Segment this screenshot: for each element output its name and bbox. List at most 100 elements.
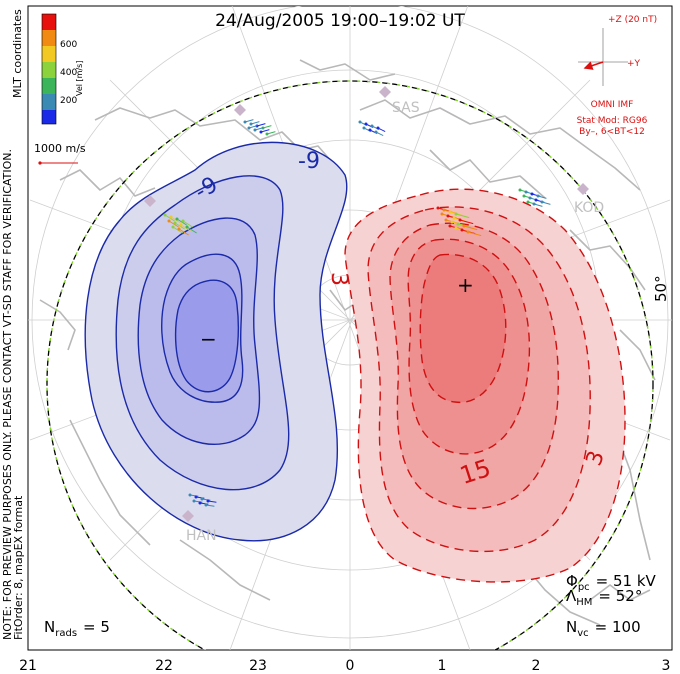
velocity-vector-origin bbox=[194, 495, 198, 499]
velocity-vector-origin bbox=[452, 216, 456, 220]
coordinate-system-label: MLT coordinates bbox=[11, 9, 24, 98]
velocity-vector-origin bbox=[200, 497, 204, 501]
velocity-vector-origin bbox=[198, 501, 202, 505]
velocity-vector-origin bbox=[177, 227, 181, 231]
site-marker bbox=[144, 195, 156, 207]
mlt-tick: 2 bbox=[532, 658, 541, 674]
contour-label-neg-1: -9 bbox=[298, 149, 320, 174]
velocity-vector-origin bbox=[540, 200, 544, 204]
map-title: 24/Aug/2005 19:00–19:02 UT bbox=[215, 11, 465, 31]
velocity-vector-origin bbox=[171, 225, 175, 229]
imf-model: Stat Mod: RG96 bbox=[577, 116, 648, 126]
velocity-vector-origin bbox=[524, 190, 528, 194]
velocity-vector-origin bbox=[206, 499, 210, 503]
velocity-vector-origin bbox=[448, 224, 452, 228]
velocity-vector-origin bbox=[249, 122, 253, 126]
velocity-vector-origin bbox=[370, 124, 374, 128]
velocity-vector-origin bbox=[163, 213, 167, 217]
colorbar-tick: 600 bbox=[60, 40, 77, 50]
velocity-vector bbox=[459, 219, 474, 225]
lambda-hm-stat: ΛHM = 52° bbox=[566, 587, 642, 608]
hm-boundary bbox=[46, 80, 654, 650]
coastlines bbox=[39, 59, 656, 626]
velocity-vector-origin bbox=[167, 219, 171, 223]
imf-diagram: +Z (20 nT) +Y OMNI IMF Stat Mod: RG96 By… bbox=[577, 15, 657, 137]
velocity-colorbar: 600 400 200 Vel [m/s] bbox=[41, 13, 84, 125]
velocity-vector-origin bbox=[247, 126, 251, 130]
velocity-vector-origin bbox=[466, 230, 470, 234]
radar-sites bbox=[144, 86, 589, 522]
velocity-vector-origin bbox=[259, 130, 263, 134]
velocity-vector-origin bbox=[173, 221, 177, 225]
velocity-vector-origin bbox=[534, 198, 538, 202]
velocity-vector-origin bbox=[456, 222, 460, 226]
mlt-tick: 23 bbox=[249, 658, 267, 674]
colorbar-label: Vel [m/s] bbox=[75, 61, 84, 96]
velocity-vector bbox=[178, 228, 189, 236]
velocity-vector bbox=[172, 226, 183, 234]
velocity-vector-origin bbox=[376, 126, 380, 130]
velocity-vector-origin bbox=[368, 128, 372, 132]
mlt-tick: 21 bbox=[19, 658, 37, 674]
velocity-vector-origin bbox=[265, 132, 269, 136]
negative-potential-cell bbox=[84, 141, 348, 542]
velocity-vector-origin bbox=[454, 226, 458, 230]
positive-potential-cell bbox=[344, 188, 626, 583]
velocity-vector-origin bbox=[448, 210, 452, 214]
velocity-vector-origin bbox=[458, 218, 462, 222]
phi-pc-stat: Φpc = 51 kV bbox=[566, 572, 657, 593]
velocity-vector-origin bbox=[442, 208, 446, 212]
mlt-tick: 3 bbox=[662, 658, 671, 674]
velocity-vector-origin bbox=[185, 225, 189, 229]
colorbar-tick: 200 bbox=[60, 96, 77, 106]
velocity-vector-origin bbox=[454, 212, 458, 216]
colorbar-swatch bbox=[42, 46, 56, 62]
site-marker bbox=[182, 510, 194, 522]
site-marker bbox=[379, 86, 391, 98]
velocity-vector bbox=[176, 218, 187, 226]
velocity-vector-origin bbox=[532, 202, 536, 206]
imf-condition: By–, 6<BT<12 bbox=[579, 127, 645, 137]
velocity-vector bbox=[467, 231, 482, 237]
velocity-vector-origin bbox=[169, 215, 173, 219]
velocity-vector-origin bbox=[175, 217, 179, 221]
colorbar-swatch bbox=[42, 30, 56, 46]
velocity-vector-origin bbox=[518, 188, 522, 192]
station-label-sas: SAS bbox=[392, 100, 420, 116]
latitude-label: 50° bbox=[652, 275, 670, 302]
preview-notice: NOTE: FOR PREVIEW PURPOSES ONLY. PLEASE … bbox=[1, 149, 14, 640]
velocity-vector-origin bbox=[436, 206, 440, 210]
velocity-vector bbox=[168, 220, 179, 228]
imf-source: OMNI IMF bbox=[591, 100, 634, 110]
velocity-vector-origin bbox=[446, 214, 450, 218]
velocity-vectors bbox=[163, 119, 551, 507]
colorbar-swatch bbox=[42, 110, 56, 124]
potential-max-marker: + bbox=[457, 273, 474, 297]
colorbar-swatch bbox=[42, 94, 56, 110]
velocity-vector-origin bbox=[179, 223, 183, 227]
colorbar-swatch bbox=[42, 62, 56, 78]
colorbar-swatch bbox=[42, 14, 56, 30]
hm-boundary-vectors bbox=[46, 80, 654, 650]
velocity-vector-origin bbox=[440, 212, 444, 216]
velocity-vector-origin bbox=[444, 218, 448, 222]
velocity-vector-origin bbox=[358, 120, 362, 124]
velocity-vector-origin bbox=[181, 219, 185, 223]
velocity-vector-origin bbox=[253, 128, 257, 132]
velocity-vector-origin bbox=[450, 220, 454, 224]
potential-min-marker: − bbox=[200, 327, 217, 351]
velocity-vector bbox=[463, 225, 478, 231]
velocity-vector bbox=[455, 213, 470, 219]
velocity-vector bbox=[180, 224, 191, 232]
velocity-vector-origin bbox=[530, 192, 534, 196]
contour-label-pos-1: 3 bbox=[326, 272, 351, 286]
scale-vector-label: 1000 m/s bbox=[34, 142, 86, 155]
velocity-vector-origin bbox=[536, 194, 540, 198]
station-label-han: HAN bbox=[186, 528, 217, 544]
velocity-vector-origin bbox=[374, 130, 378, 134]
site-marker bbox=[234, 104, 246, 116]
mlt-tick: 1 bbox=[438, 658, 447, 674]
velocity-vector-origin bbox=[188, 493, 192, 497]
